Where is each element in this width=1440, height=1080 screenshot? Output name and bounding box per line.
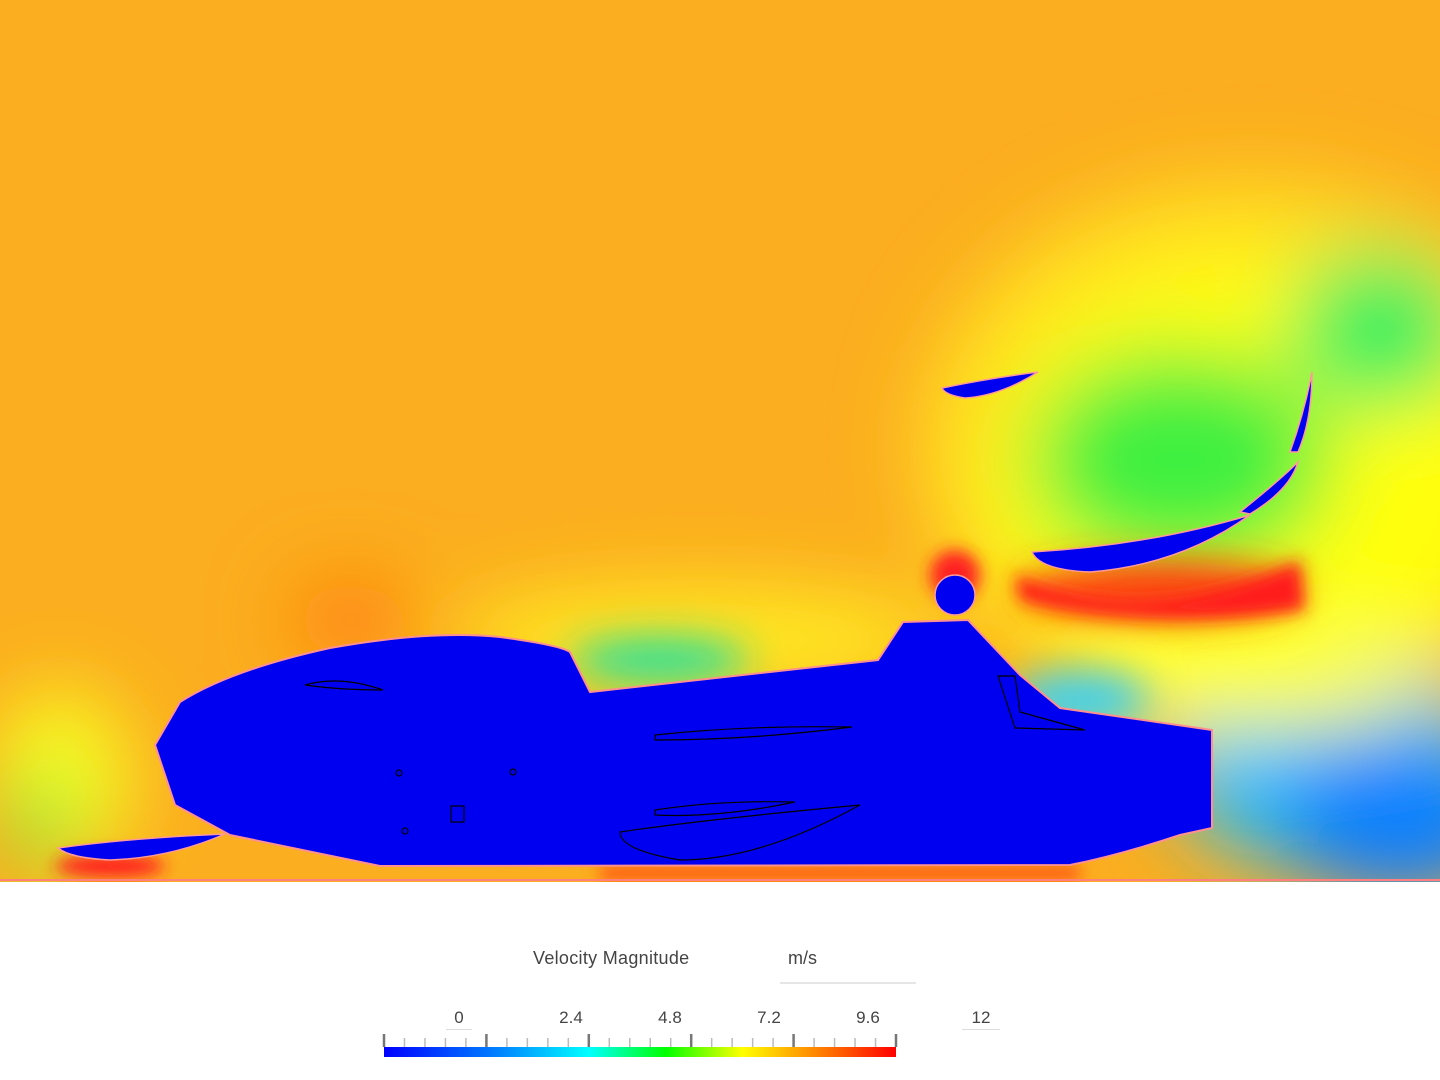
legend-unit: m/s xyxy=(788,948,817,968)
label-underline xyxy=(446,1029,472,1030)
velocity-contour-field xyxy=(0,0,1440,882)
body-details xyxy=(304,675,1086,861)
rear-wing-element xyxy=(1238,459,1300,515)
front-wing xyxy=(56,833,226,861)
car-body xyxy=(153,618,1213,868)
legend-title: Velocity Magnitude xyxy=(533,948,690,968)
upper-wing-flap xyxy=(940,371,1039,399)
colorbar-ticks xyxy=(382,1034,898,1047)
colorbar-legend: Velocity Magnitude m/s 0 2.4 4.8 7.2 9.6… xyxy=(0,882,1440,1080)
rear-wing-main xyxy=(1030,514,1251,573)
tick-label: 2.4 xyxy=(559,1008,583,1027)
rear-wing-endflap xyxy=(1288,371,1313,453)
wings xyxy=(56,371,1313,861)
unit-underline xyxy=(780,982,916,984)
colorbar xyxy=(384,1047,896,1057)
tick-label: 0 xyxy=(454,1008,464,1027)
tick-label: 12 xyxy=(971,1008,991,1027)
tick-label: 7.2 xyxy=(757,1008,781,1027)
label-underline xyxy=(962,1029,1000,1030)
wake-gradients xyxy=(0,180,1440,882)
tick-label: 4.8 xyxy=(658,1008,682,1027)
tick-label: 9.6 xyxy=(856,1008,880,1027)
roll-hoop xyxy=(934,574,976,616)
